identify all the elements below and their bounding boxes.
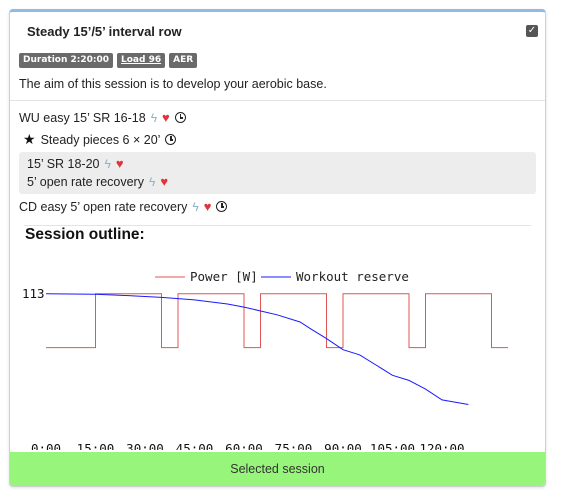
- bolt-icon: ϟ: [148, 174, 156, 189]
- x-tick-label: 0:00: [31, 441, 61, 450]
- interval-step-1: 15’ SR 18-20 ϟ ♥: [27, 156, 124, 171]
- heart-icon: ♥: [160, 174, 169, 189]
- cooldown-step: CD easy 5’ open rate recovery ϟ ♥: [19, 199, 228, 214]
- interval-step-2: 5’ open rate recovery ϟ ♥: [27, 174, 168, 189]
- duration-badge: Duration 2:20:00: [19, 53, 114, 68]
- x-tick-label: 90:00: [324, 441, 362, 450]
- badge-row: Duration 2:20:00 Load 96 AER: [19, 53, 198, 68]
- session-card[interactable]: Steady 15’/5’ interval row ✓ Duration 2:…: [9, 9, 546, 487]
- reserve-series-line: [45, 293, 469, 405]
- session-title: Steady 15’/5’ interval row: [27, 24, 182, 39]
- heart-icon: ♥: [162, 110, 170, 125]
- interval-1-label: 15’ SR 18-20: [27, 156, 100, 171]
- legend-label: Power [W]: [190, 269, 258, 284]
- session-aim: The aim of this session is to develop yo…: [19, 77, 327, 91]
- interval-2-label: 5’ open rate recovery: [27, 174, 144, 189]
- selected-session-bar[interactable]: Selected session: [10, 452, 545, 486]
- x-tick-label: 120:00: [419, 441, 464, 450]
- main-set-label: Steady pieces 6 × 20’: [40, 132, 161, 147]
- star-icon: ★: [23, 131, 36, 147]
- bolt-icon: ϟ: [192, 199, 199, 214]
- x-tick-label: 105:00: [370, 441, 415, 450]
- zone-badge: AER: [169, 53, 198, 68]
- cooldown-label: CD easy 5’ open rate recovery: [19, 199, 188, 214]
- warmup-label: WU easy 15’ SR 16-18: [19, 110, 146, 125]
- session-outline-chart: Power [W] Workout reserve 113 0:00 15:00 30:0…: [22, 269, 508, 450]
- heart-icon: ♥: [115, 156, 124, 171]
- divider: [24, 225, 531, 226]
- bolt-icon: ϟ: [104, 156, 111, 171]
- load-badge: Load 96: [117, 53, 166, 68]
- outline-title: Session outline:: [25, 226, 145, 243]
- x-tick-label: 15:00: [77, 441, 115, 450]
- clock-icon: [174, 112, 186, 123]
- legend-label: Workout reserve: [296, 269, 409, 284]
- heart-icon: ♥: [203, 199, 212, 214]
- x-tick-label: 30:00: [126, 441, 164, 450]
- main-set-step: ★ Steady pieces 6 × 20’: [23, 131, 177, 148]
- x-tick-label: 45:00: [176, 441, 214, 450]
- warmup-step: WU easy 15’ SR 16-18 ϟ ♥: [19, 110, 186, 125]
- clock-icon: [165, 134, 177, 145]
- x-tick-label: 60:00: [225, 441, 263, 450]
- power-series-line: [46, 293, 508, 349]
- interval-block: [19, 152, 536, 194]
- clock-icon: [216, 201, 228, 212]
- bolt-icon: ϟ: [150, 110, 158, 125]
- x-tick-label: 75:00: [275, 441, 313, 450]
- divider: [10, 100, 545, 101]
- select-checkbox[interactable]: ✓: [526, 25, 538, 37]
- y-tick-label: 113: [22, 286, 45, 301]
